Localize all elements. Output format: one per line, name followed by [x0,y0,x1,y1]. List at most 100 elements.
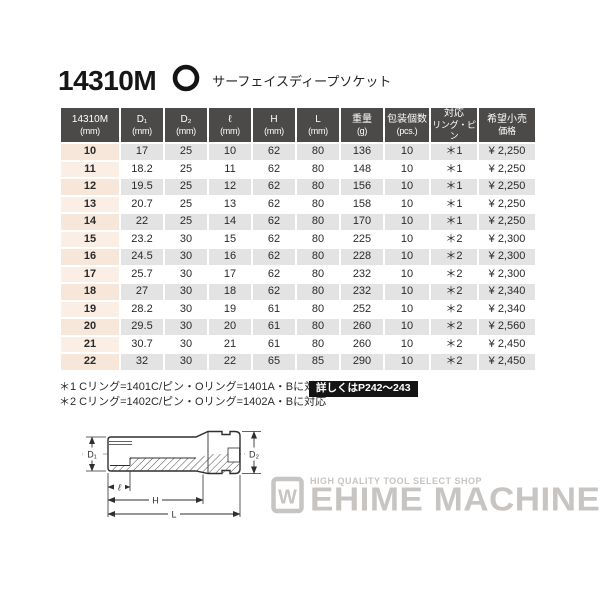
cell: 18 [209,284,251,300]
cell: 232 [341,284,383,300]
cell: 21 [209,336,251,352]
socket-dimension-diagram: D₁ D₂ ℓ H L [82,430,264,520]
cell: 17 [209,266,251,282]
cell: 80 [297,301,339,317]
cell: 30 [165,354,207,370]
cell: ¥ 2,250 [479,214,535,230]
cell: 80 [297,214,339,230]
cell: 27 [121,284,163,300]
cell: ＊1 [431,144,477,160]
cell: 10 [385,144,429,160]
cell: 10 [385,319,429,335]
cell: 30 [165,284,207,300]
cell: 29.5 [121,319,163,335]
cell: ¥ 2,340 [479,284,535,300]
cell: 10 [385,266,429,282]
cell: 260 [341,336,383,352]
cell: ¥ 2,250 [479,179,535,195]
cell-size: 11 [61,161,119,177]
cell: 62 [253,196,295,212]
cell: 136 [341,144,383,160]
cell: 148 [341,161,383,177]
col-header-7: 包装個数 (pcs.) [385,108,429,142]
cell: 232 [341,266,383,282]
cell: 156 [341,179,383,195]
table-row: 20 29.5 30 20 61 80 260 10 ＊2 ¥ 2,560 [61,319,535,335]
cell-size: 16 [61,249,119,265]
cell: 225 [341,231,383,247]
cell: ¥ 2,300 [479,249,535,265]
table-row: 17 25.7 30 17 62 80 232 10 ＊2 ¥ 2,300 [61,266,535,282]
table-row: 12 19.5 25 12 62 80 156 10 ＊1 ¥ 2,250 [61,179,535,195]
reference-page-badge: 詳しくはP242～243 [309,381,418,397]
cell-size: 22 [61,354,119,370]
cell: 62 [253,284,295,300]
cell: 80 [297,231,339,247]
cell: 10 [385,336,429,352]
product-name: サーフェイスディープソケット [212,74,392,89]
cell: 23.2 [121,231,163,247]
table-row: 10 17 25 10 62 80 136 10 ＊1 ¥ 2,250 [61,144,535,160]
model-number: 14310M [58,64,157,96]
cell: 80 [297,284,339,300]
cell-size: 15 [61,231,119,247]
cell: 10 [385,231,429,247]
spec-table: 14310M (mm) D₁ (mm) D₂ (mm) ℓ (mm) H (mm) L (mm) 重量(… [59,106,537,372]
spec-table-head-row: 14310M (mm) D₁ (mm) D₂ (mm) ℓ (mm) H (mm) L (mm) 重量(… [61,108,535,142]
cell: 24.5 [121,249,163,265]
cell: 13 [209,196,251,212]
cell: 61 [253,301,295,317]
cell: ¥ 2,450 [479,336,535,352]
table-row: 11 18.2 25 11 62 80 148 10 ＊1 ¥ 2,250 [61,161,535,177]
cell: 252 [341,301,383,317]
surface-socket-profile-icon [172,64,200,97]
cell: 290 [341,354,383,370]
cell: ＊2 [431,336,477,352]
table-row: 16 24.5 30 16 62 80 228 10 ＊2 ¥ 2,300 [61,249,535,265]
cell: ＊2 [431,354,477,370]
cell: 10 [385,284,429,300]
cell: 158 [341,196,383,212]
cell: ¥ 2,450 [479,354,535,370]
dim-label-h: H [152,496,159,506]
cell: 22 [209,354,251,370]
cell: 62 [253,266,295,282]
cell: ＊2 [431,266,477,282]
col-header-6: 重量 (g) [341,108,383,142]
title-block: 14310M サーフェイスディープソケット [58,64,391,97]
cell: ＊2 [431,284,477,300]
cell: 10 [385,196,429,212]
cell: 25 [165,144,207,160]
cell: ¥ 2,300 [479,266,535,282]
cell: 170 [341,214,383,230]
cell: ¥ 2,560 [479,319,535,335]
cell: 10 [385,354,429,370]
cell: 80 [297,319,339,335]
cell: ＊2 [431,319,477,335]
cell: 10 [385,214,429,230]
table-row: 21 30.7 30 21 61 80 260 10 ＊2 ¥ 2,450 [61,336,535,352]
cell: 80 [297,196,339,212]
cell: 62 [253,161,295,177]
cell-size: 13 [61,196,119,212]
cell: 30.7 [121,336,163,352]
cell: 32 [121,354,163,370]
cell: 11 [209,161,251,177]
cell: 28.2 [121,301,163,317]
cell: 30 [165,319,207,335]
shop-name: EHIME MACHINE [310,481,600,519]
cell: 80 [297,161,339,177]
spec-table-body: 10 17 25 10 62 80 136 10 ＊1 ¥ 2,250 11 18.2 25 11 62 80… [61,144,535,370]
cell: ¥ 2,250 [479,144,535,160]
cell: 260 [341,319,383,335]
col-header-4: H (mm) [253,108,295,142]
svg-text:W: W [278,487,297,509]
footnotes: ＊1 Cリング=1401C/ピン・Oリング=1401A・Bに対応 ＊2 Cリング… [59,380,326,410]
cell-size: 19 [61,301,119,317]
cell: 16 [209,249,251,265]
cell: 25 [165,214,207,230]
cell: 25 [165,161,207,177]
cell: 10 [385,179,429,195]
cell: 80 [297,144,339,160]
